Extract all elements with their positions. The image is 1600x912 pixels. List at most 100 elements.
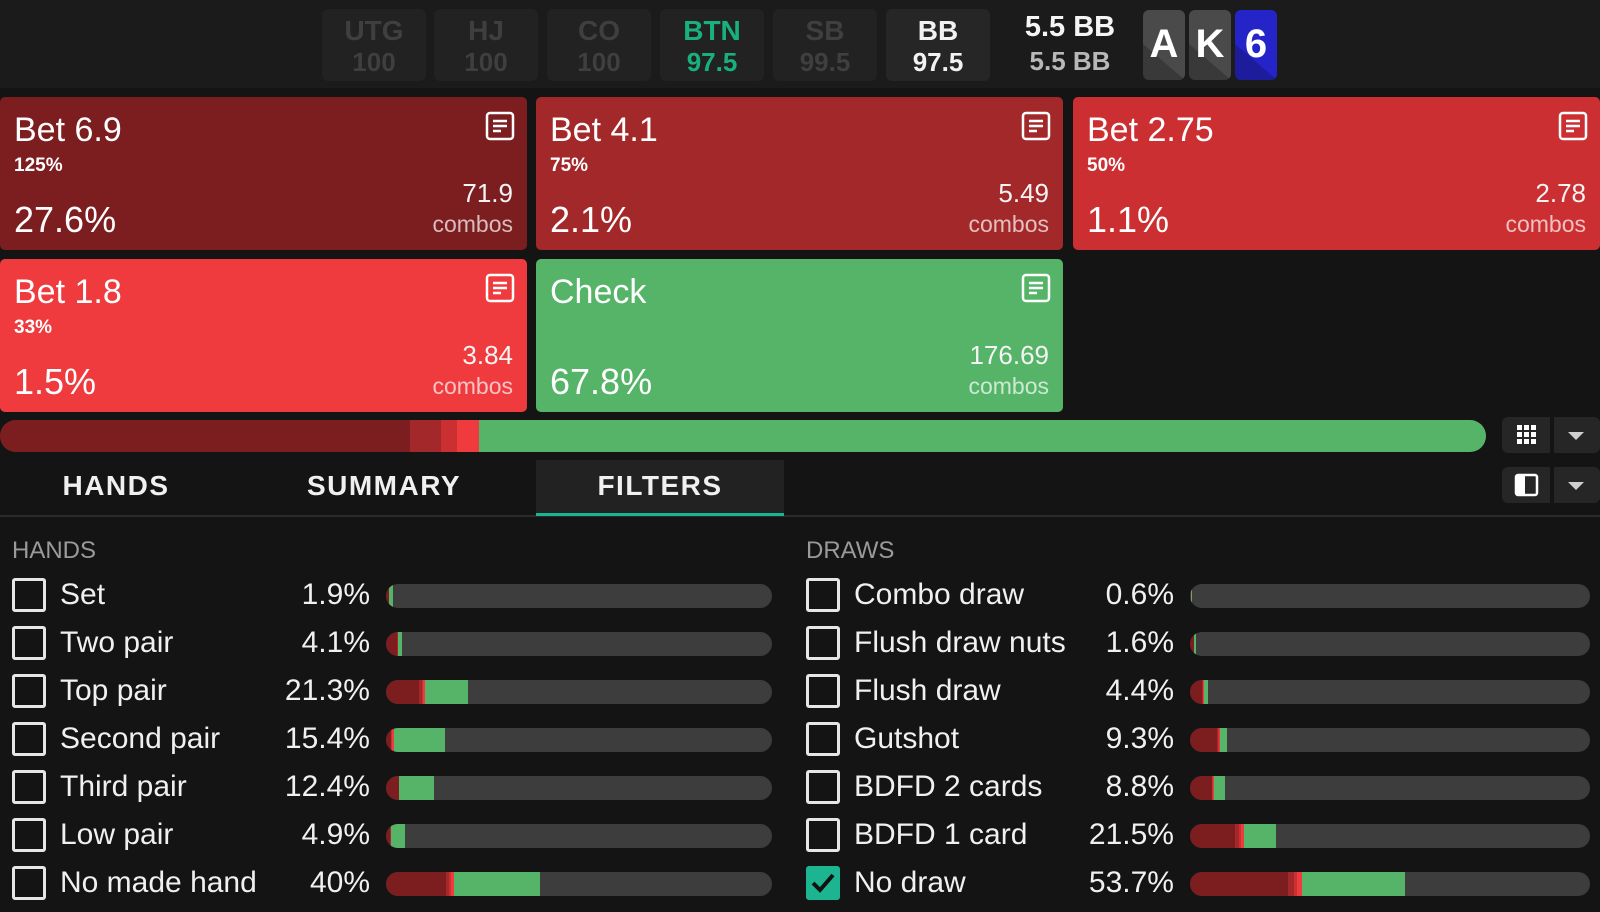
action-tile-bet-2-75[interactable]: Bet 2.75 50% 1.1% 2.78 combos	[1073, 97, 1600, 250]
view-options-dropdown[interactable]	[1552, 417, 1600, 453]
seat-utg[interactable]: UTG 100	[322, 9, 426, 81]
details-icon[interactable]	[1021, 111, 1051, 141]
seat-co[interactable]: CO 100	[547, 9, 651, 81]
filter-bar-segment	[1190, 680, 1202, 704]
filter-checkbox[interactable]	[806, 818, 840, 852]
filter-checkbox[interactable]	[806, 866, 840, 900]
filter-bar-segment	[1301, 872, 1405, 896]
chevron-down-icon	[1568, 432, 1584, 440]
filter-bar-segment	[399, 776, 434, 800]
filter-checkbox[interactable]	[806, 578, 840, 612]
action-tile-bet-6-9[interactable]: Bet 6.9 125% 27.6% 71.9 combos	[0, 97, 527, 250]
action-tile-check[interactable]: Check 67.8% 176.69 combos	[536, 259, 1063, 412]
filter-row[interactable]: Top pair 21.3%	[12, 671, 772, 711]
board-card[interactable]: 6	[1235, 10, 1277, 80]
details-icon[interactable]	[1558, 111, 1588, 141]
filter-checkbox[interactable]	[12, 578, 46, 612]
filter-strategy-bar	[1190, 872, 1590, 896]
strategy-segment	[440, 420, 458, 452]
filter-row[interactable]: Flush draw 4.4%	[806, 671, 1590, 711]
filter-row[interactable]: Gutshot 9.3%	[806, 719, 1590, 759]
filter-checkbox[interactable]	[806, 770, 840, 804]
details-icon[interactable]	[485, 111, 515, 141]
filter-bar-segment	[1193, 632, 1197, 656]
combos-label: combos	[968, 373, 1049, 399]
filter-row[interactable]: Combo draw 0.6%	[806, 575, 1590, 615]
seat-bb[interactable]: BB 97.5	[886, 9, 990, 81]
filter-bar-segment	[423, 680, 426, 704]
filter-bar-segment	[1217, 728, 1219, 752]
filter-checkbox[interactable]	[12, 674, 46, 708]
grid-view-button[interactable]	[1502, 417, 1550, 453]
panel-layout-button[interactable]	[1502, 467, 1550, 503]
filter-checkbox[interactable]	[806, 722, 840, 756]
filter-label: Flush draw nuts	[854, 626, 1066, 659]
filter-label: Combo draw	[854, 578, 1025, 611]
seat-stack: 100	[464, 47, 508, 77]
filter-bar-segment	[1212, 776, 1214, 800]
filter-value: 4.9%	[301, 818, 370, 851]
filter-label: No draw	[854, 866, 966, 899]
filter-checkbox[interactable]	[12, 818, 46, 852]
card-rank: K	[1195, 22, 1225, 66]
filter-row[interactable]: BDFD 2 cards 8.8%	[806, 767, 1590, 807]
filter-checkbox[interactable]	[12, 866, 46, 900]
tab-summary[interactable]: SUMMARY	[306, 470, 462, 501]
combos-count: 176.69	[969, 340, 1049, 370]
seat-hj[interactable]: HJ 100	[434, 9, 538, 81]
filter-label: No made hand	[60, 866, 257, 899]
seat-name: UTG	[344, 15, 404, 46]
action-title: Bet 1.8	[14, 273, 122, 311]
filter-label: BDFD 2 cards	[854, 770, 1043, 803]
seat-btn[interactable]: BTN 97.5	[660, 9, 764, 81]
action-frequency: 1.1%	[1087, 199, 1170, 240]
filter-bar-segment	[445, 872, 449, 896]
filter-row[interactable]: Flush draw nuts 1.6%	[806, 623, 1590, 663]
action-frequency: 2.1%	[550, 199, 633, 240]
filter-row[interactable]: No draw 53.7%	[806, 863, 1590, 903]
filter-bar-segment	[391, 824, 405, 848]
filter-row[interactable]: Two pair 4.1%	[12, 623, 772, 663]
filter-value: 12.4%	[284, 770, 370, 803]
action-tile-bet-4-1[interactable]: Bet 4.1 75% 2.1% 5.49 combos	[536, 97, 1063, 250]
filter-checkbox[interactable]	[806, 626, 840, 660]
panel-layout-icon	[1514, 473, 1539, 497]
board-card[interactable]: K	[1189, 10, 1231, 80]
filter-checkbox[interactable]	[806, 674, 840, 708]
action-combos: 176.69 combos	[968, 338, 1049, 400]
tab-filters[interactable]: FILTERS	[536, 460, 784, 516]
filter-row[interactable]: No made hand 40%	[12, 863, 772, 903]
filter-bar-segment	[418, 680, 422, 704]
filter-bar-segment	[1219, 728, 1228, 752]
seat-name: BB	[917, 15, 959, 46]
filter-bar-segment	[398, 632, 402, 656]
seat-sb[interactable]: SB 99.5	[773, 9, 877, 81]
filter-row[interactable]: Set 1.9%	[12, 575, 772, 615]
tab-divider	[0, 515, 1600, 517]
filter-bar-segment	[386, 680, 419, 704]
panel-options-dropdown[interactable]	[1552, 467, 1600, 503]
pot-size: 5.5 BB 5.5 BB	[1010, 10, 1130, 78]
details-icon[interactable]	[1021, 273, 1051, 303]
filter-bar-segment	[454, 872, 541, 896]
details-icon[interactable]	[485, 273, 515, 303]
filter-row[interactable]: Low pair 4.9%	[12, 815, 772, 855]
filter-bar-segment	[389, 584, 394, 608]
filter-checkbox[interactable]	[12, 722, 46, 756]
filter-strategy-bar	[1190, 680, 1590, 704]
seat-stack: 97.5	[686, 47, 738, 77]
filter-checkbox[interactable]	[12, 770, 46, 804]
filter-row[interactable]: BDFD 1 card 21.5%	[806, 815, 1590, 855]
filter-row[interactable]: Third pair 12.4%	[12, 767, 772, 807]
filter-bar-segment	[1296, 872, 1302, 896]
filter-value: 1.6%	[1105, 626, 1174, 659]
tab-hands[interactable]: HANDS	[62, 470, 170, 501]
filter-value: 15.4%	[284, 722, 370, 755]
filter-row[interactable]: Second pair 15.4%	[12, 719, 772, 759]
action-tile-bet-1-8[interactable]: Bet 1.8 33% 1.5% 3.84 combos	[0, 259, 527, 412]
combos-label: combos	[968, 211, 1049, 237]
filter-checkbox[interactable]	[12, 626, 46, 660]
seat-name: HJ	[468, 15, 504, 46]
filter-value: 53.7%	[1088, 866, 1174, 899]
board-card[interactable]: A	[1143, 10, 1185, 80]
